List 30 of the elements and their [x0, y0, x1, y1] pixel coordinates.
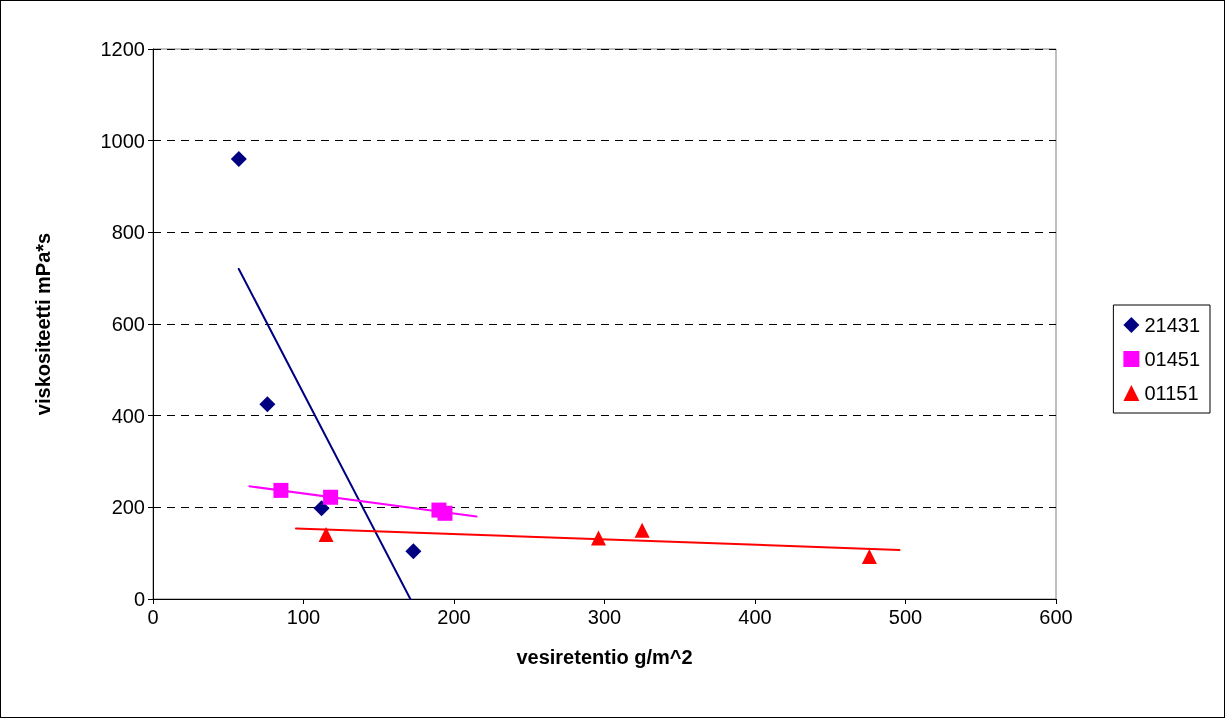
- y-tick-label: 400: [111, 404, 145, 427]
- point: [861, 548, 877, 564]
- y-axis-title: viskositeetti mPa*s: [32, 232, 54, 416]
- x-tick-label: 300: [587, 606, 622, 628]
- x-axis-title: vesiretentio g/m^2: [516, 646, 693, 668]
- y-tick-label: 800: [111, 221, 145, 244]
- point: [590, 530, 606, 546]
- point: [318, 526, 334, 542]
- legend-label: 01151: [1144, 382, 1199, 404]
- point: [273, 482, 289, 498]
- y-tick-label: 1200: [100, 38, 145, 60]
- y-tick-label: 0: [133, 588, 145, 610]
- legend-label: 01451: [1144, 348, 1201, 370]
- x-tick-label: 200: [437, 606, 471, 628]
- x-tick-label: 600: [1039, 606, 1073, 628]
- point: [230, 151, 247, 167]
- point: [323, 489, 339, 505]
- x-tick-label: 100: [286, 606, 321, 628]
- y-tick-label: 1000: [100, 129, 145, 152]
- point: [259, 396, 276, 413]
- point: [437, 505, 453, 521]
- x-tick-label: 500: [888, 606, 923, 628]
- point: [634, 522, 650, 538]
- point: [405, 543, 422, 560]
- legend-label: 21431: [1144, 314, 1201, 336]
- x-tick-label: 0: [147, 606, 159, 628]
- y-tick-label: 200: [111, 496, 145, 519]
- x-tick-label: 400: [738, 606, 772, 628]
- point: [313, 500, 330, 517]
- y-tick-label: 600: [111, 313, 145, 335]
